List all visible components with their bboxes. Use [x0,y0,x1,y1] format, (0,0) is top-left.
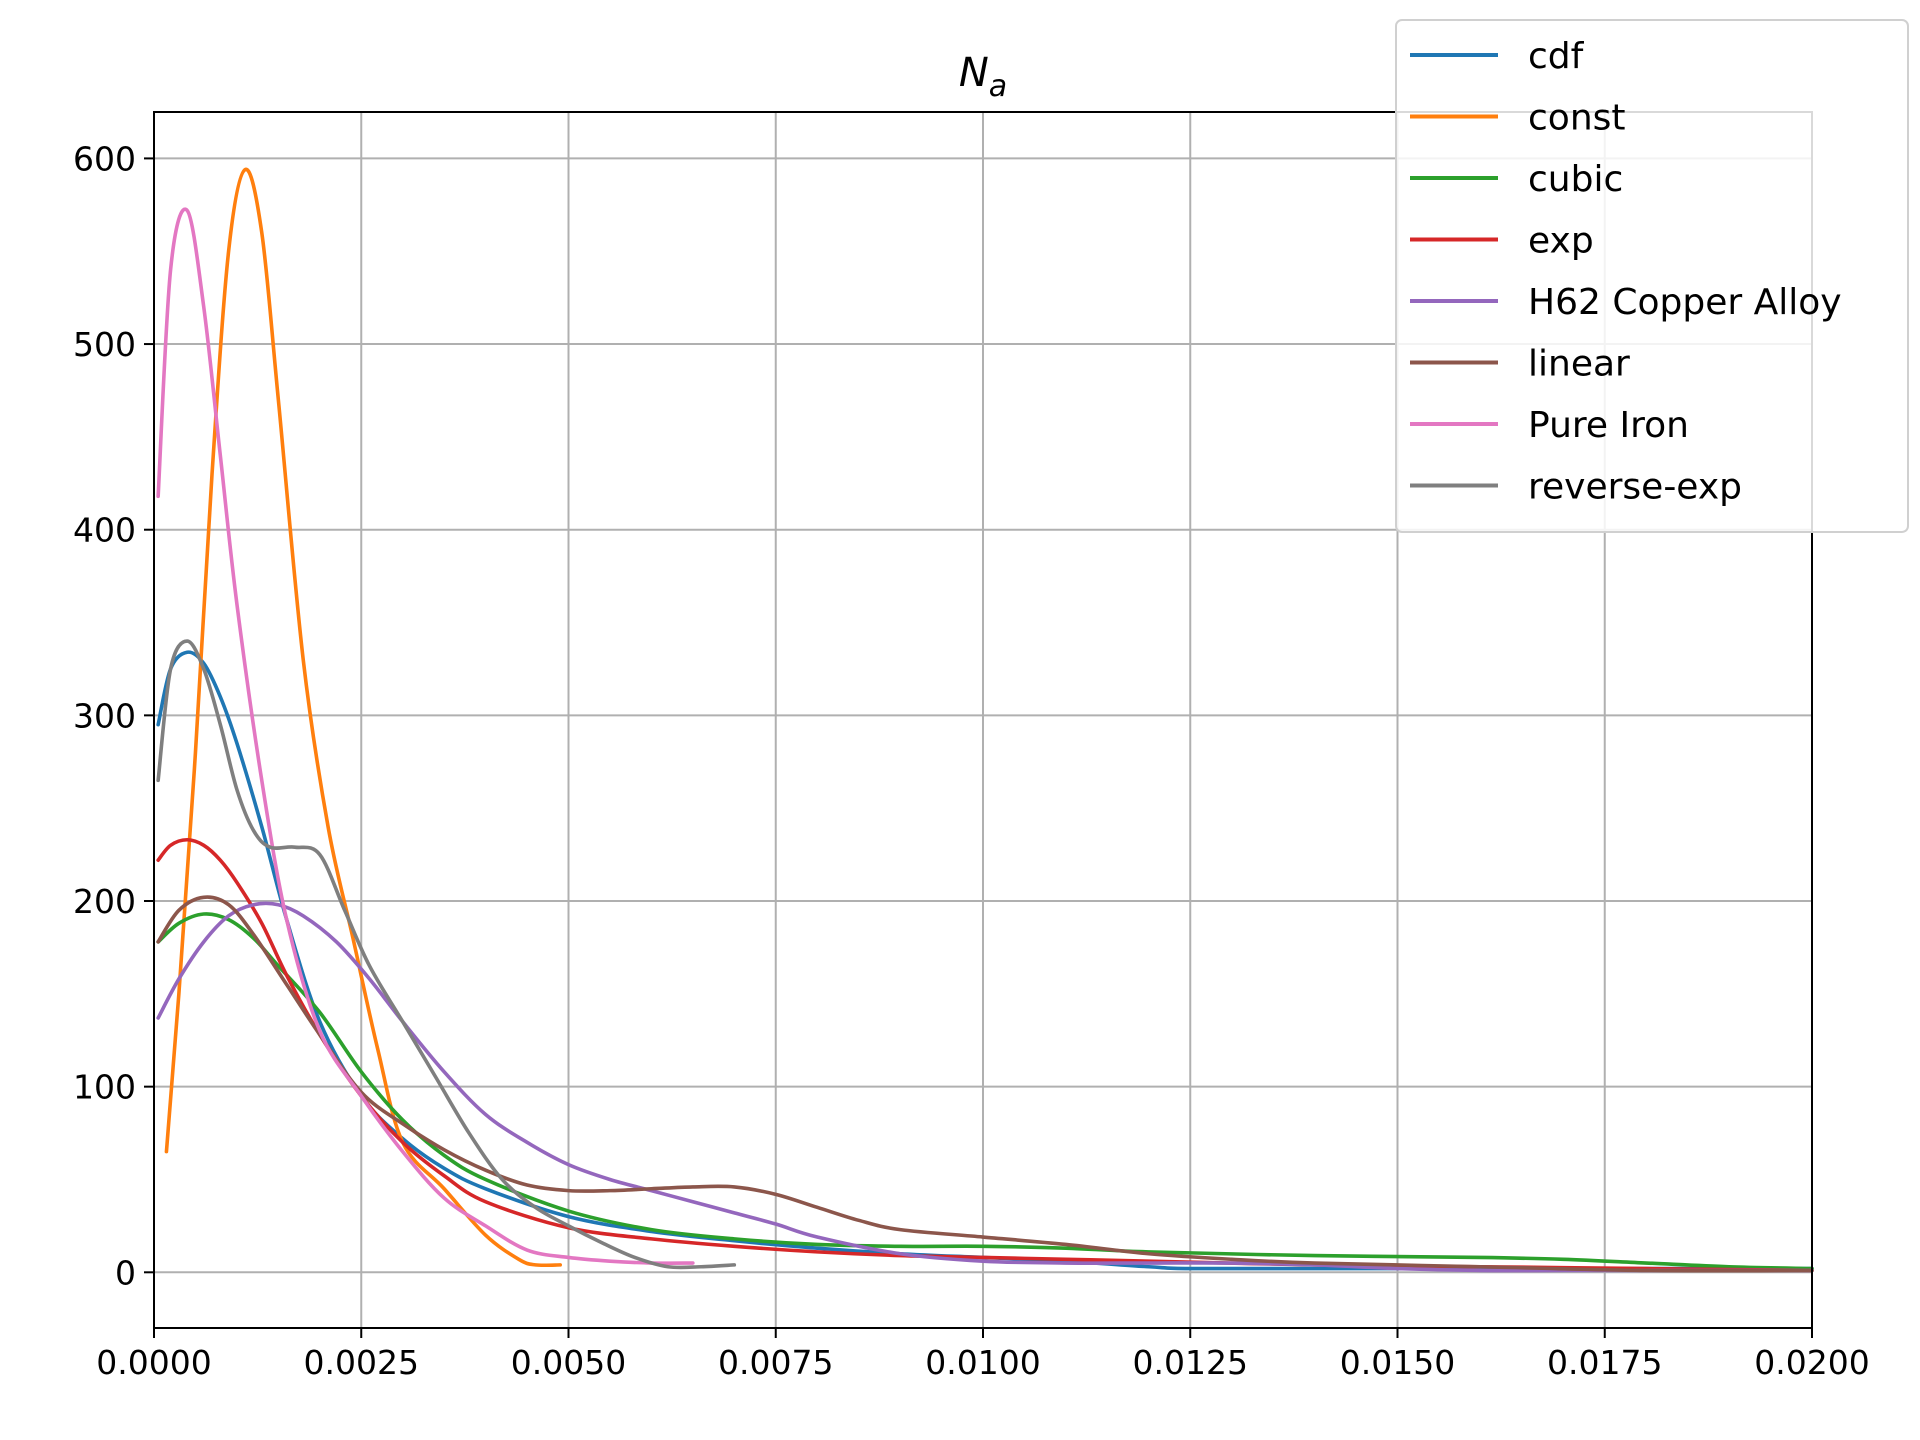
chart-title: Na [959,50,1007,104]
series-line-cdf [156,650,1814,1271]
series-line-pure-iron [156,207,695,1265]
x-tick-label: 0.0150 [1340,1343,1455,1382]
y-tick-label: 300 [73,696,136,735]
series-lines [156,167,1814,1273]
series-line-h62-copper-alloy [156,901,1814,1273]
x-tick-label: 0.0125 [1133,1343,1248,1382]
legend-box [1395,19,1909,533]
y-axis: 0 100 200 300 400 500 600 [73,139,154,1292]
x-tick-label: 0.0200 [1754,1343,1869,1382]
x-axis: 0.0000 0.0025 0.0050 0.0075 0.0100 0.0125 0.01… [96,1328,1870,1382]
x-tick-label: 0.0175 [1547,1343,1662,1382]
y-tick-label: 400 [73,511,136,550]
y-tick-label: 200 [73,882,136,921]
legend-label-linear: linear [1528,344,1630,385]
legend-label-pure-iron: Pure Iron [1528,405,1689,446]
y-tick-label: 500 [73,325,136,364]
legend-label-h62-copper-alloy: H62 Copper Alloy [1528,282,1842,323]
x-tick-label: 0.0100 [925,1343,1040,1382]
legend-label-const: const [1528,98,1626,139]
x-tick-label: 0.0000 [96,1343,211,1382]
series-line-const [164,167,563,1268]
series-line-linear [156,895,1814,1273]
x-tick-label: 0.0025 [304,1343,419,1382]
series-line-reverse-exp [156,639,737,1270]
legend-label-exp: exp [1528,221,1594,262]
y-tick-label: 600 [73,139,136,178]
legend: cdf const cubic exp H62 Copper Alloy linear Pu… [1395,19,1909,533]
legend-label-reverse-exp: reverse-exp [1528,467,1742,508]
y-tick-label: 100 [73,1068,136,1107]
legend-label-cubic: cubic [1528,159,1623,200]
chart-title-main: N [959,50,989,96]
chart-title-subscript: a [989,69,1007,104]
x-tick-label: 0.0050 [511,1343,626,1382]
legend-label-cdf: cdf [1528,36,1585,77]
y-tick-label: 0 [115,1253,136,1292]
x-tick-label: 0.0075 [718,1343,833,1382]
